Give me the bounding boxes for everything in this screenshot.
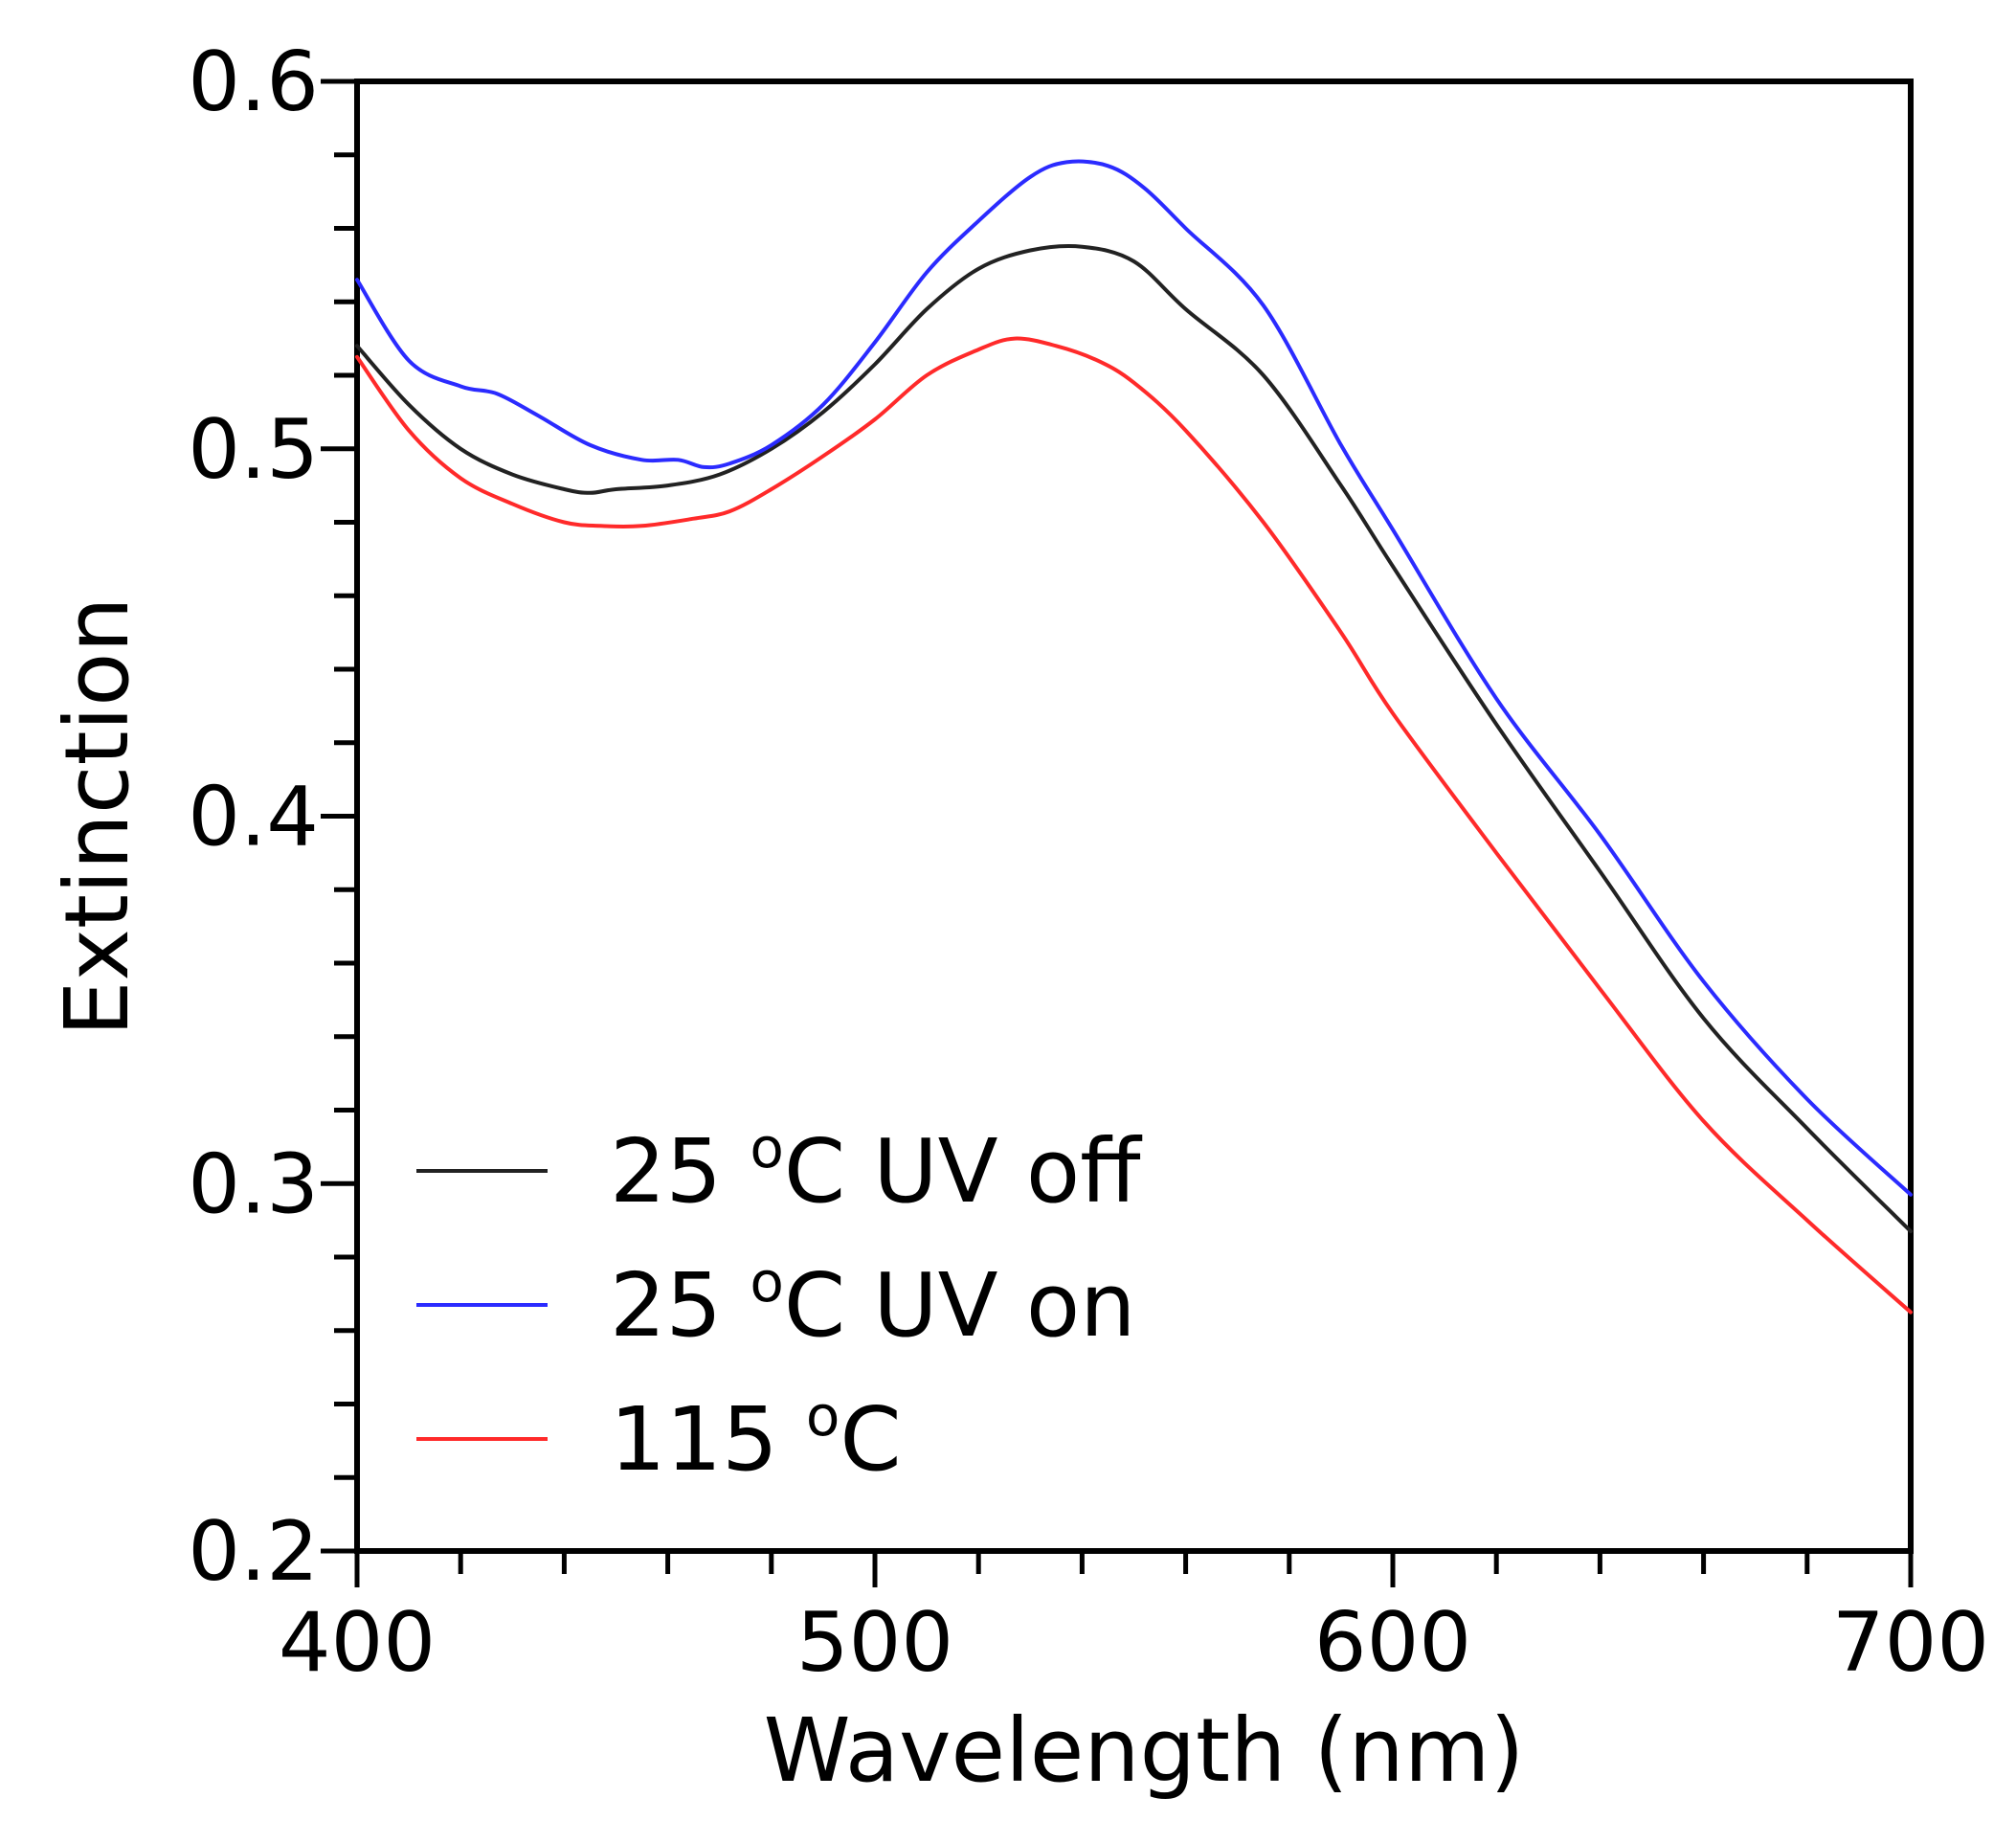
y-axis-ticks: 0.2 0.3 0.4 0.5 0.6: [188, 34, 357, 1600]
y-tick-label: 0.6: [188, 34, 319, 130]
series-line-115c: [355, 336, 1913, 1315]
legend-label-uv-on: 25 oC UV on: [610, 1249, 1135, 1357]
legend: 25 oC UV off 25 oC UV on 115 oC: [416, 1115, 1143, 1491]
x-tick-label: 400: [279, 1595, 436, 1691]
x-tick-label: 500: [796, 1595, 953, 1691]
y-tick-label: 0.2: [188, 1504, 319, 1600]
x-axis-ticks: 400 500 600 700: [279, 1551, 1989, 1691]
y-tick-label: 0.3: [188, 1136, 319, 1232]
legend-entry-115c: 115 oC: [416, 1383, 902, 1491]
x-tick-label: 700: [1832, 1595, 1989, 1691]
legend-entry-uv-on: 25 oC UV on: [416, 1249, 1135, 1357]
legend-label-uv-off: 25 oC UV off: [610, 1115, 1143, 1223]
legend-entry-uv-off: 25 oC UV off: [416, 1115, 1143, 1223]
x-axis-title: Wavelength (nm): [764, 1699, 1525, 1802]
series-line-uv-on: [355, 159, 1913, 1197]
series-line-uv-off: [355, 243, 1913, 1234]
legend-label-115c: 115 oC: [610, 1383, 902, 1491]
y-tick-label: 0.5: [188, 402, 319, 498]
y-axis-title: Extinction: [46, 596, 148, 1036]
series-lines: [355, 159, 1913, 1315]
y-tick-label: 0.4: [188, 770, 319, 865]
x-tick-label: 600: [1314, 1595, 1471, 1691]
